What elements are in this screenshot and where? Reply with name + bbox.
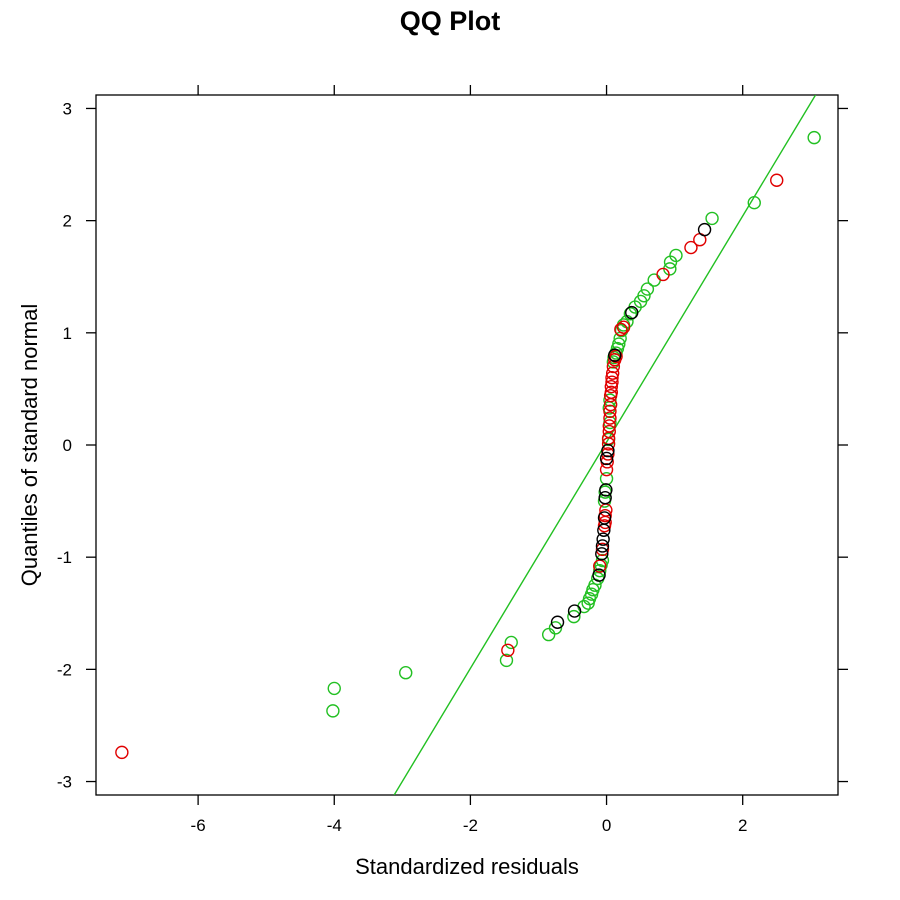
data-point bbox=[501, 643, 515, 657]
data-point bbox=[605, 366, 620, 380]
data-point bbox=[614, 322, 628, 337]
data-point bbox=[604, 379, 619, 394]
data-point bbox=[640, 282, 655, 296]
x-tick-label: 0 bbox=[602, 816, 611, 835]
data-point bbox=[593, 563, 607, 578]
axis-ticks: -6 -4 -2 0 2 -3 -2 -1 0 1 2 3 bbox=[57, 85, 848, 835]
data-point bbox=[592, 568, 606, 582]
data-point bbox=[567, 604, 582, 618]
data-point bbox=[597, 523, 611, 537]
x-tick-label: -4 bbox=[327, 816, 342, 835]
data-point bbox=[550, 615, 565, 629]
data-point bbox=[567, 609, 581, 624]
y-tick-label: -2 bbox=[57, 660, 72, 679]
data-point bbox=[705, 211, 719, 226]
plot-frame bbox=[95, 94, 839, 796]
data-point bbox=[597, 519, 612, 533]
data-point bbox=[623, 307, 638, 321]
data-point bbox=[504, 635, 518, 650]
data-point bbox=[595, 542, 610, 557]
data-point bbox=[499, 653, 514, 668]
data-point bbox=[601, 437, 616, 451]
data-point bbox=[625, 305, 639, 320]
data-points bbox=[115, 130, 821, 760]
y-tick-label: 1 bbox=[63, 324, 72, 343]
data-point bbox=[599, 471, 614, 486]
data-point bbox=[115, 745, 129, 760]
data-point bbox=[598, 491, 612, 505]
data-point bbox=[595, 539, 610, 553]
data-point bbox=[596, 532, 610, 546]
data-point bbox=[541, 627, 556, 642]
data-point bbox=[327, 681, 341, 696]
x-axis-title: Standardized residuals bbox=[355, 854, 579, 879]
data-point bbox=[697, 222, 712, 237]
data-point bbox=[399, 666, 413, 680]
y-tick-label: 3 bbox=[63, 99, 72, 118]
data-point bbox=[581, 596, 595, 610]
data-point bbox=[616, 320, 631, 334]
data-point bbox=[656, 267, 670, 282]
data-point bbox=[599, 451, 614, 466]
chart-title: QQ Plot bbox=[399, 6, 501, 36]
y-tick-label: -1 bbox=[57, 548, 72, 567]
data-point bbox=[603, 397, 618, 412]
data-point bbox=[595, 547, 609, 561]
data-point bbox=[326, 704, 340, 718]
data-point bbox=[608, 353, 622, 367]
data-point bbox=[599, 483, 613, 497]
data-point bbox=[770, 173, 784, 187]
data-point bbox=[608, 348, 622, 362]
data-point bbox=[684, 240, 698, 255]
data-point bbox=[605, 370, 619, 385]
data-point bbox=[747, 195, 761, 210]
x-tick-label: -2 bbox=[463, 816, 478, 835]
data-point bbox=[603, 404, 617, 419]
data-point bbox=[603, 388, 618, 403]
data-point bbox=[594, 558, 608, 572]
data-point bbox=[807, 130, 821, 145]
data-point bbox=[599, 462, 614, 477]
data-point bbox=[603, 411, 617, 425]
x-tick-label: -6 bbox=[191, 816, 206, 835]
y-tick-label: -3 bbox=[57, 773, 72, 792]
y-tick-label: 2 bbox=[63, 212, 72, 231]
plot-area bbox=[115, 95, 821, 795]
data-point bbox=[663, 255, 678, 269]
x-tick-label: 2 bbox=[738, 816, 747, 835]
y-tick-label: 0 bbox=[63, 436, 72, 455]
data-point bbox=[605, 375, 619, 389]
y-axis-title: Quantiles of standard normal bbox=[17, 304, 42, 587]
data-point bbox=[601, 443, 615, 458]
data-point bbox=[603, 393, 617, 407]
data-point bbox=[548, 621, 563, 635]
